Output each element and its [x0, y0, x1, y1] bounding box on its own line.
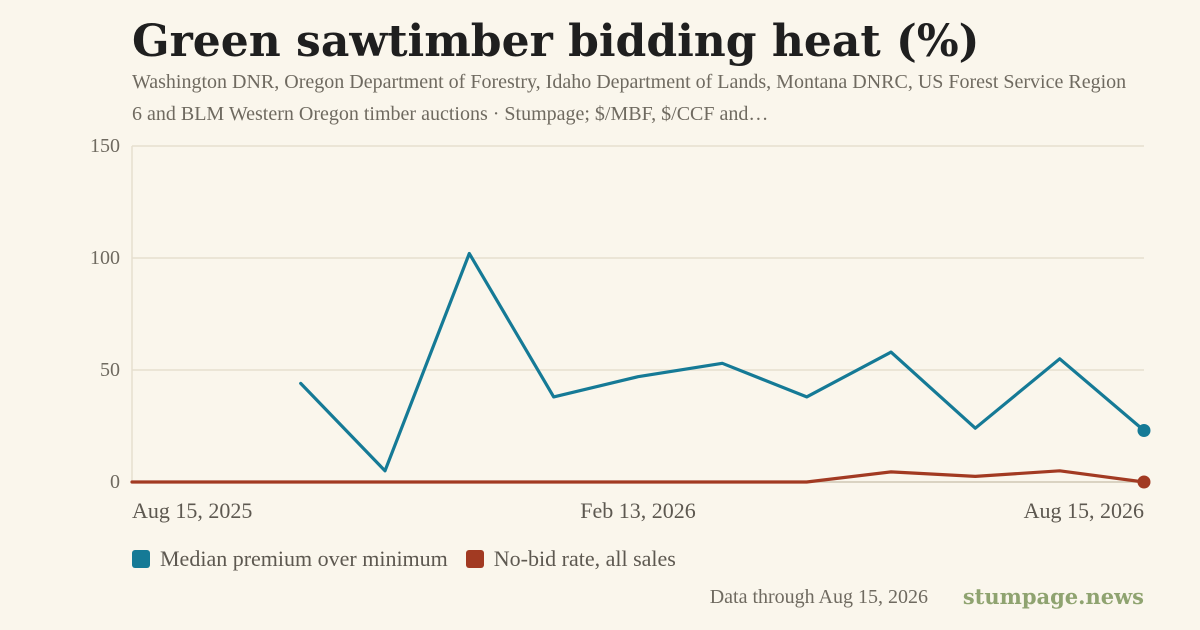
- legend-swatch-premium: [132, 550, 150, 568]
- legend-item-nobid: No-bid rate, all sales: [465, 546, 676, 572]
- series-line-nobid: [130, 469, 1146, 484]
- y-tick-label: 100: [90, 247, 120, 269]
- x-tick-label: Aug 15, 2025: [132, 498, 252, 523]
- legend-label-premium: Median premium over minimum: [160, 546, 448, 571]
- chart-title: Green sawtimber bidding heat (%): [132, 16, 980, 67]
- line-chart: 0 50 100 150 Aug 15, 2025 Feb 13, 2026 Aug 15,…: [90, 135, 1151, 523]
- x-tick-label: Feb 13, 2026: [580, 498, 696, 523]
- legend: Median premium over minimum No-bid rate,…: [132, 546, 694, 572]
- x-tick-label: Aug 15, 2026: [1024, 498, 1144, 523]
- y-tick-label: 150: [90, 135, 120, 157]
- series-end-point-nobid: [1137, 475, 1151, 489]
- series-end-point-premium: [1137, 423, 1151, 437]
- data-through-note: Data through Aug 15, 2026: [709, 586, 928, 608]
- series-line-premium: [299, 251, 1146, 473]
- chart-subtitle: Washington DNR, Oregon Department of For…: [132, 71, 1127, 125]
- legend-swatch-nobid: [465, 550, 484, 568]
- legend-item-premium: Median premium over minimum: [132, 546, 448, 572]
- y-tick-label: 50: [100, 359, 120, 381]
- brand-link[interactable]: stumpage.news: [962, 584, 1144, 609]
- y-tick-label: 0: [110, 471, 120, 493]
- legend-label-nobid: No-bid rate, all sales: [493, 546, 676, 571]
